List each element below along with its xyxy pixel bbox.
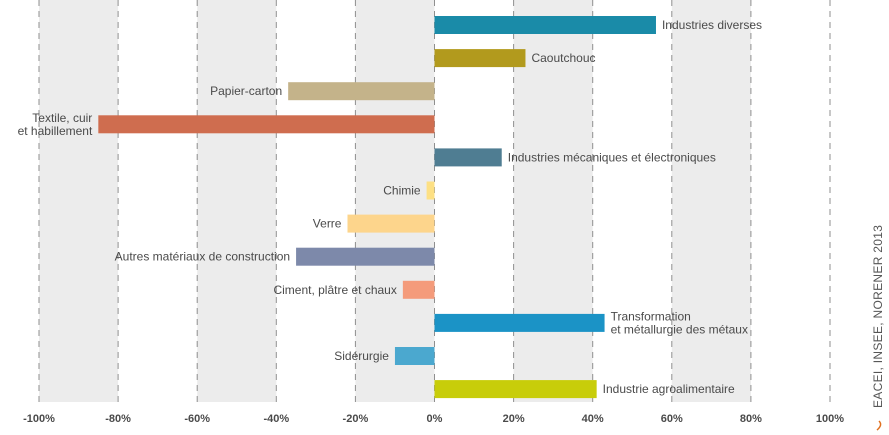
grid-band xyxy=(513,0,593,402)
grid-band xyxy=(671,0,751,402)
x-tick-label: 100% xyxy=(816,413,844,425)
bars xyxy=(98,16,656,399)
x-tick-label: -20% xyxy=(343,413,369,425)
bar xyxy=(434,49,526,68)
category-labels: Industries diverses Caoutchouc Papier-cart… xyxy=(18,18,762,396)
bar xyxy=(434,16,656,34)
x-tick-label: 20% xyxy=(503,413,525,425)
category-label: Ciment, plâtre et chaux xyxy=(273,283,396,297)
category-label: Industries mécaniques et électroniques xyxy=(508,150,716,164)
grid-band xyxy=(39,0,119,402)
gridlines xyxy=(38,0,831,402)
category-label: Autres matériaux de construction xyxy=(115,250,290,264)
bar xyxy=(347,214,435,233)
x-tick-label: 80% xyxy=(740,413,762,425)
bar xyxy=(402,280,435,299)
category-label: Chimie xyxy=(383,184,421,198)
category-label: Industries diverses xyxy=(662,18,762,32)
category-label: Verre xyxy=(313,217,342,231)
background-bands xyxy=(39,0,751,402)
x-tick-label: -100% xyxy=(23,413,55,425)
bar xyxy=(98,115,435,134)
bar xyxy=(434,313,605,332)
x-tick-label: -80% xyxy=(105,413,131,425)
bar xyxy=(434,148,502,167)
category-label: Transformation et métallurgie des métaux xyxy=(611,309,748,336)
bar xyxy=(296,247,435,266)
category-label: Industrie agroalimentaire xyxy=(603,382,735,396)
bar xyxy=(394,347,435,365)
x-tick-label: 40% xyxy=(582,413,604,425)
bar xyxy=(426,181,435,200)
x-tick-label: -40% xyxy=(263,413,289,425)
grid-band xyxy=(355,0,435,402)
category-label: Sidérurgie xyxy=(334,349,389,363)
source-note: EACEI, INSEE, NORENER 2013 xyxy=(871,225,885,408)
x-tick-label: 60% xyxy=(661,413,683,425)
bar xyxy=(288,82,435,101)
grid-band xyxy=(197,0,277,402)
bar xyxy=(434,380,597,399)
x-tick-label: -60% xyxy=(184,413,210,425)
category-label: Papier-carton xyxy=(210,84,282,98)
category-label: Textile, cuir et habillement xyxy=(18,111,93,138)
corner-arrow-icon xyxy=(876,420,882,431)
category-label: Caoutchouc xyxy=(531,51,595,65)
x-axis-ticks: -100% -80% -60% -40% -20% 0% 20% 40% 60% 80% 100% xyxy=(23,413,844,425)
x-tick-label: 0% xyxy=(427,413,443,425)
